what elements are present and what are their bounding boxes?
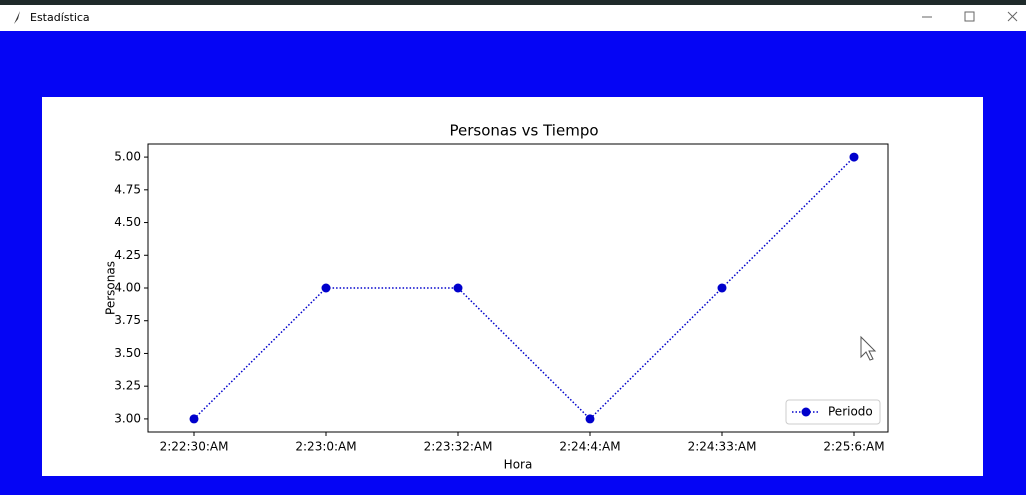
- data-point: [849, 152, 859, 162]
- data-point: [189, 414, 199, 424]
- x-tick-label: 2:24:4:AM: [559, 440, 620, 454]
- y-tick-label: 4.75: [114, 182, 141, 196]
- x-tick-label: 2:23:32:AM: [424, 440, 493, 454]
- x-tick-label: 2:22:30:AM: [160, 440, 229, 454]
- x-tick-label: 2:23:0:AM: [295, 440, 356, 454]
- x-axis-label: Hora: [504, 458, 533, 472]
- y-tick-label: 4.50: [114, 215, 141, 229]
- background-strip: [0, 0, 1026, 5]
- legend-box: [785, 399, 881, 425]
- y-tick-label: 5.00: [114, 150, 141, 164]
- close-button[interactable]: [1007, 11, 1018, 22]
- data-point: [453, 283, 463, 293]
- app-icon: [14, 11, 20, 24]
- y-tick-label: 3.25: [114, 379, 141, 393]
- y-tick-label: 3.00: [114, 411, 141, 425]
- window-title: Estadística: [30, 11, 90, 24]
- y-tick-label: 4.00: [114, 281, 141, 295]
- y-tick-label: 3.50: [114, 346, 141, 360]
- title-bar: [0, 5, 1026, 31]
- mouse-cursor: [860, 335, 877, 361]
- x-tick-label: 2:25:6:AM: [823, 440, 884, 454]
- y-axis-label: Personas: [104, 261, 118, 315]
- data-point: [717, 283, 727, 293]
- y-tick-label: 4.25: [114, 248, 141, 262]
- legend-label: Periodo: [828, 405, 873, 419]
- data-point: [585, 414, 595, 424]
- series-line: [193, 156, 855, 420]
- data-point: [321, 283, 331, 293]
- chart-title: Personas vs Tiempo: [449, 122, 598, 140]
- maximize-button[interactable]: [964, 11, 975, 22]
- legend-marker: [801, 407, 811, 417]
- y-tick-label: 3.75: [114, 313, 141, 327]
- x-tick-label: 2:24:33:AM: [688, 440, 757, 454]
